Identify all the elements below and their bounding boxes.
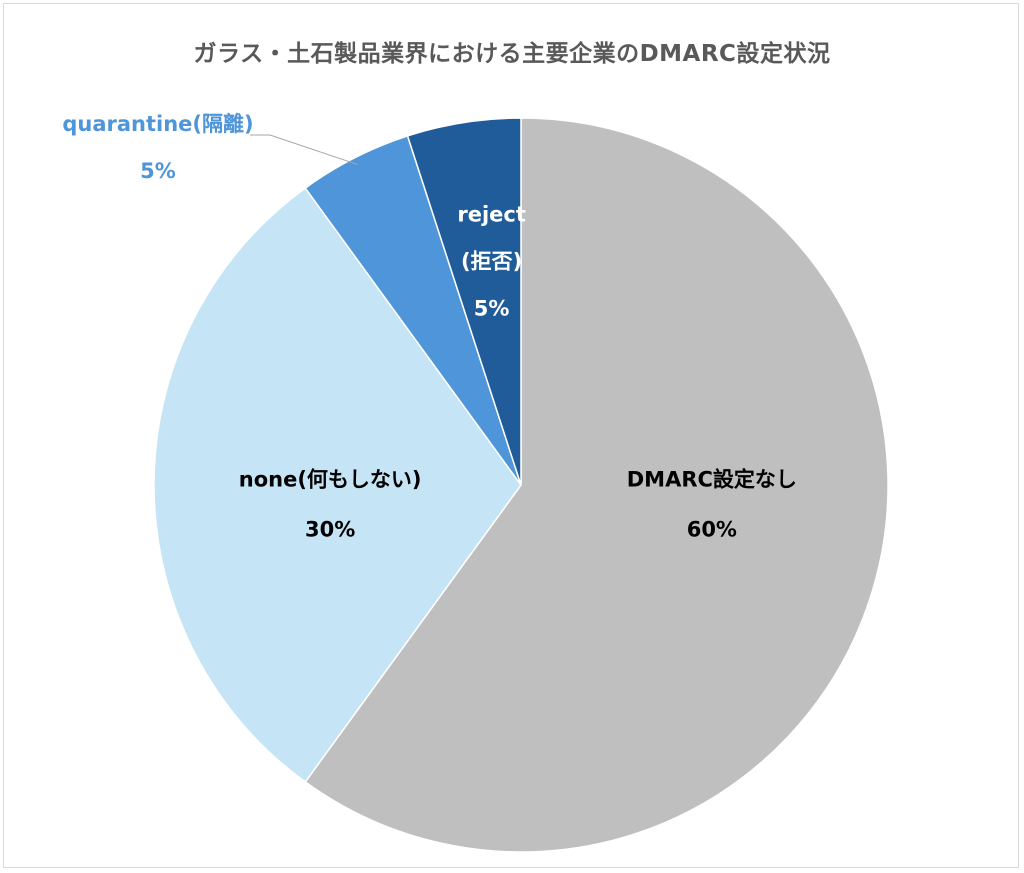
data-label-category: DMARC設定なし [627,468,797,492]
leader-line [250,134,358,166]
data-label-category-line2: (拒否) [461,249,522,273]
pie-slice [153,187,522,783]
chart-title: ガラス・土石製品業界における主要企業のDMARC設定状況 [193,41,831,67]
data-label-category: none(何もしない) [239,468,422,492]
data-label-value: 5% [474,296,510,320]
data-label-value: 60% [687,518,737,542]
data-label-category: quarantine(隔離) [62,112,253,136]
data-label-value: 5% [140,159,176,183]
data-label-category: reject [457,202,526,226]
data-label-value: 30% [305,518,355,542]
pie-slice [406,117,522,486]
pie-slice [304,117,889,853]
